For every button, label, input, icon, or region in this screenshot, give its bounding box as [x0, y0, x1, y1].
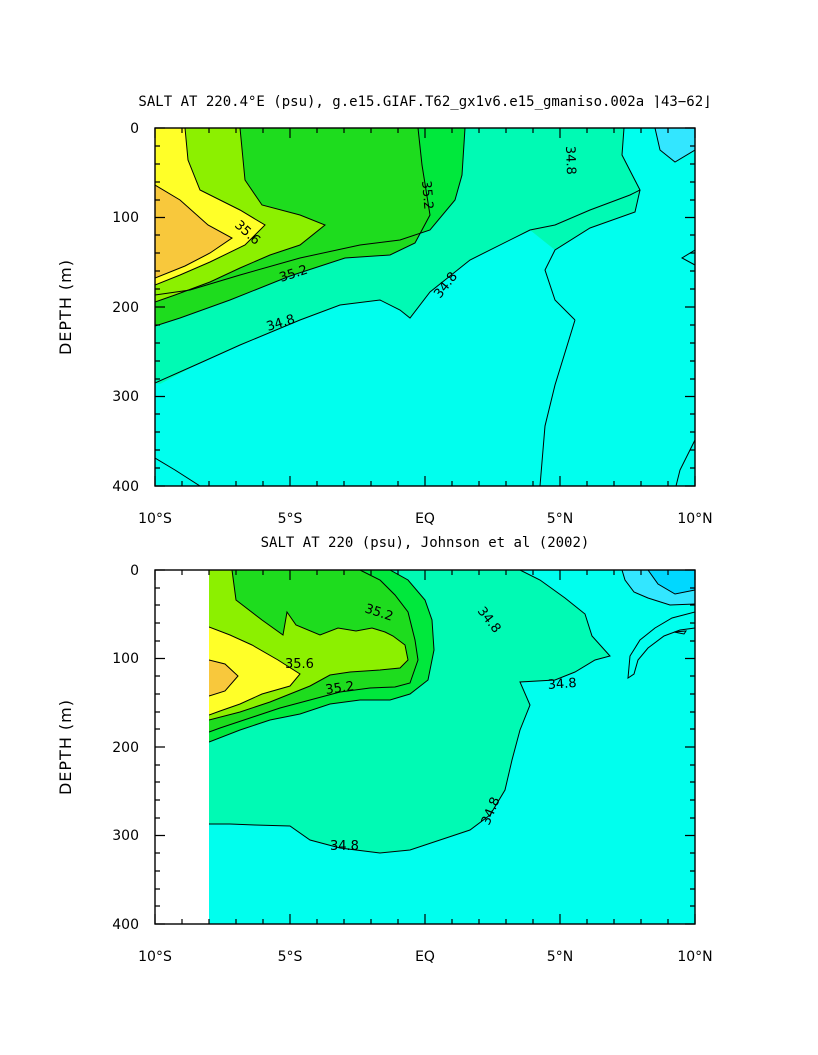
top-panel-title: SALT AT 220.4°E (psu), g.e15.GIAF.T62_gx…	[138, 94, 711, 110]
bottom-y-ticks: 0 100 200 300 400	[112, 563, 695, 933]
bottom-y-minor-ticks	[155, 587, 695, 907]
bottom-x-tick-label-5n: 5°N	[547, 949, 573, 965]
bottom-x-ticks: 10°S 5°S EQ 5°N 10°N	[138, 570, 713, 965]
bottom-y-tick-label-100: 100	[112, 651, 139, 667]
top-contour-34-8-a	[155, 128, 641, 384]
bottom-contour-label-34-8-b: 34.8	[547, 676, 577, 693]
top-y-tick-label-0: 0	[130, 121, 139, 137]
top-x-ticks: 10°S 5°S EQ 5°N 10°N	[138, 128, 713, 527]
fill-34-6-lower	[155, 230, 575, 486]
top-contour-35-8	[155, 184, 233, 279]
bottom-x-tick-label-10n: 10°N	[677, 949, 712, 965]
bottom-y-tick-label-0: 0	[130, 563, 139, 579]
bottom-contour-35-6	[209, 626, 301, 716]
top-y-axis-label: DEPTH (m)	[56, 259, 75, 355]
bottom-x-tick-label-10s: 10°S	[138, 949, 172, 965]
top-salinity-fill	[155, 128, 695, 486]
top-contour-label-35-2-a: 35.2	[418, 180, 435, 210]
fill-35-8	[209, 660, 238, 696]
bottom-x-minor-ticks	[181, 570, 669, 924]
bottom-salinity-fill	[209, 570, 695, 924]
top-y-tick-label-300: 300	[112, 389, 139, 405]
bottom-contour-34-4-east	[647, 570, 695, 595]
bottom-contour-label-35-6: 35.6	[285, 657, 314, 672]
top-x-tick-label-10s: 10°S	[138, 511, 172, 527]
bottom-y-major-ticks	[155, 569, 695, 925]
bottom-contour-34-6-blob	[673, 630, 687, 635]
top-y-ticks: 0 100 200 300 400	[112, 121, 695, 495]
top-contour-34-6-east	[654, 128, 695, 163]
top-x-major-ticks	[154, 128, 696, 486]
bottom-contour-label-34-8-d: 34.8	[330, 839, 359, 854]
bottom-contour-35-0	[209, 570, 435, 743]
top-x-tick-label-5s: 5°S	[278, 511, 303, 527]
fill-35-6	[209, 627, 300, 715]
top-y-tick-label-100: 100	[112, 210, 139, 226]
bottom-panel: SALT AT 220 (psu), Johnson et al (2002)	[56, 535, 713, 965]
top-contour-35-0	[155, 128, 466, 296]
top-x-tick-label-eq: EQ	[415, 511, 435, 527]
bottom-contour-label-35-2-b: 35.2	[324, 679, 355, 698]
top-x-minor-ticks	[181, 128, 669, 486]
top-x-tick-label-5n: 5°N	[547, 511, 573, 527]
bottom-y-axis-label: DEPTH (m)	[56, 699, 75, 795]
bottom-y-tick-label-400: 400	[112, 917, 139, 933]
bottom-contour-34-6-east	[621, 570, 695, 606]
bottom-x-tick-label-eq: EQ	[415, 949, 435, 965]
top-y-tick-label-400: 400	[112, 479, 139, 495]
top-contour-34-8-b	[539, 189, 641, 486]
bottom-contour-35-4	[209, 570, 409, 721]
top-x-tick-label-10n: 10°N	[677, 511, 712, 527]
top-contour-35-2	[155, 128, 431, 327]
top-y-major-ticks	[155, 127, 695, 487]
bottom-contour-35-8	[209, 659, 239, 697]
top-y-minor-ticks	[155, 145, 695, 469]
fill-35-8	[155, 185, 232, 278]
bottom-contour-35-2	[209, 570, 419, 733]
bottom-contour-lines	[209, 570, 695, 854]
bottom-y-tick-label-200: 200	[112, 740, 139, 756]
bottom-contour-34-6-spur	[627, 611, 695, 679]
top-contour-35-4	[155, 128, 326, 303]
top-y-tick-label-200: 200	[112, 300, 139, 316]
bottom-x-major-ticks	[154, 570, 696, 924]
bottom-y-tick-label-300: 300	[112, 828, 139, 844]
top-contour-label-34-8-a: 34.8	[562, 146, 578, 175]
bottom-x-tick-label-5s: 5°S	[278, 949, 303, 965]
top-contour-35-6	[155, 128, 266, 286]
bottom-panel-title: SALT AT 220 (psu), Johnson et al (2002)	[261, 535, 590, 551]
top-panel: SALT AT 220.4°E (psu), g.e15.GIAF.T62_gx…	[56, 94, 713, 527]
bottom-contour-34-8-main	[209, 570, 611, 854]
fill-34-2	[648, 570, 695, 594]
